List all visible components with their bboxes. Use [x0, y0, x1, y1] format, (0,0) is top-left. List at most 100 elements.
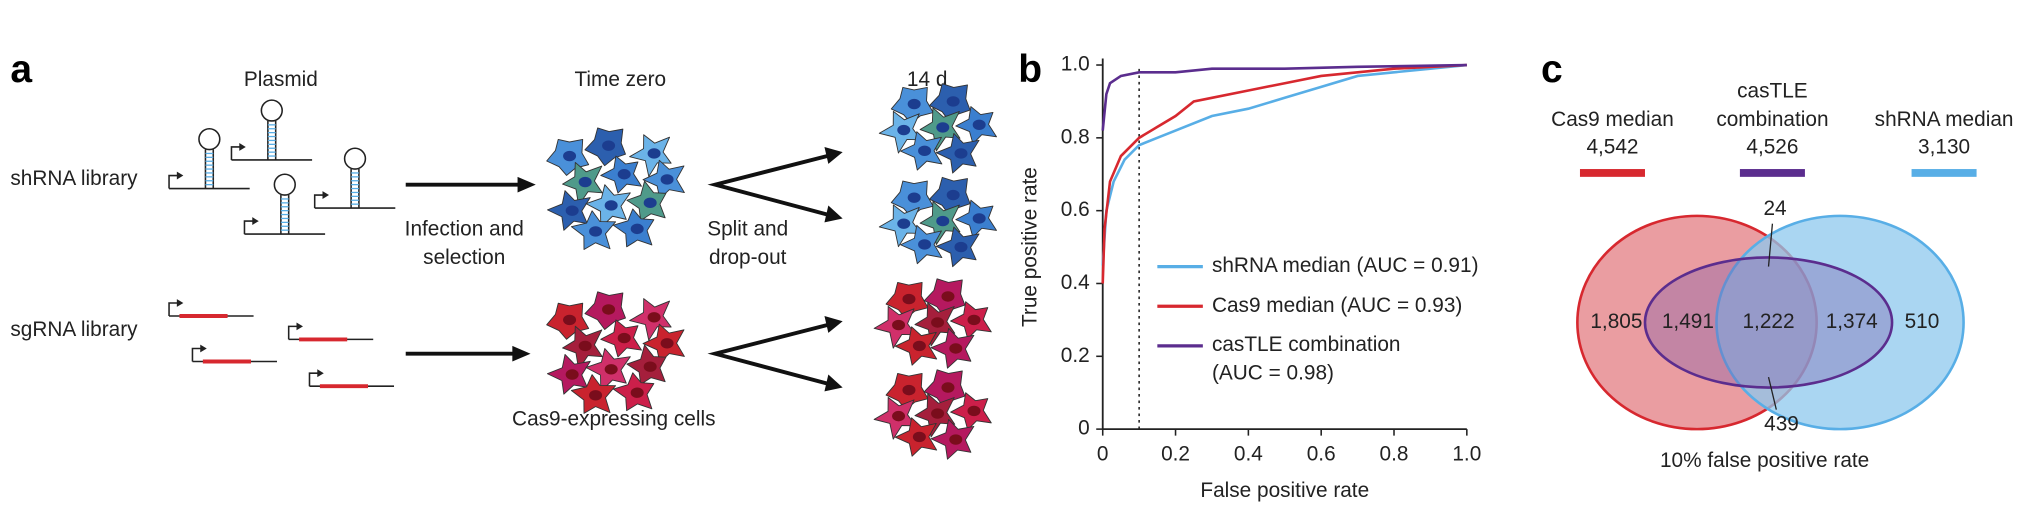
nucleus — [563, 314, 577, 326]
promoter-head — [239, 143, 246, 151]
set-swatch — [1739, 169, 1805, 177]
legend-label-box: shRNA median (AUC = 0.91) — [1211, 254, 1479, 277]
y-tick-label: 0 — [1078, 417, 1090, 440]
cells-label: Cas9-expressing cells — [512, 408, 715, 431]
nucleus — [918, 239, 932, 250]
x-tick-label: 0.6 — [1307, 443, 1336, 466]
column-label: Plasmid — [244, 68, 318, 91]
nucleus — [565, 369, 579, 380]
nucleus — [578, 340, 592, 352]
promoter — [168, 302, 180, 316]
nucleus — [578, 176, 592, 188]
set-ellipse — [1643, 256, 1894, 389]
panel-label: b — [1018, 48, 1042, 91]
column-label: Time zero — [574, 68, 666, 91]
nucleus — [602, 304, 616, 315]
legend-label-box: casTLE combination (AUC = 0.98) — [1211, 334, 1401, 385]
cells — [546, 83, 997, 460]
nucleus — [563, 150, 577, 162]
x-tick-label: 0.4 — [1234, 443, 1263, 466]
nucleus — [630, 223, 644, 235]
y-tick-label: 0.4 — [1061, 271, 1090, 294]
promoter-head — [252, 217, 259, 225]
nucleus — [967, 314, 981, 326]
nucleus — [589, 226, 603, 237]
panel-label: a — [10, 48, 32, 91]
x-tick-label: 0.8 — [1380, 443, 1409, 466]
promoter — [287, 325, 300, 340]
caption: 10% false positive rate — [1660, 449, 1869, 472]
arrows — [405, 146, 843, 392]
nucleus — [602, 140, 616, 151]
roc-curve — [1101, 63, 1467, 266]
promoter — [313, 194, 326, 209]
nucleus — [617, 169, 631, 180]
loop — [343, 147, 367, 170]
loop — [273, 173, 296, 196]
promoter — [243, 220, 255, 235]
region-count: 1,491 — [1662, 310, 1714, 333]
step-label: Infection and selection — [404, 218, 524, 270]
y-tick-label: 0.6 — [1061, 198, 1090, 221]
x-tick-label: 0.2 — [1161, 443, 1190, 466]
nucleus — [946, 189, 960, 201]
promoter — [168, 174, 180, 189]
nucleus — [936, 122, 950, 133]
nucleus — [931, 317, 945, 328]
step-label-box: Split and drop-out — [707, 218, 788, 269]
x-axis-label: False positive rate — [1200, 479, 1369, 502]
nucleus — [936, 215, 950, 227]
y-tick-label: 0.8 — [1061, 125, 1090, 148]
region-count: 510 — [1905, 310, 1940, 333]
nucleus — [647, 312, 661, 323]
set-name: casTLE combination — [1716, 80, 1829, 132]
nucleus — [949, 343, 963, 354]
callout-line — [1767, 376, 1777, 410]
nucleus — [643, 197, 657, 209]
x-tick-label: 1.0 — [1452, 443, 1481, 466]
nucleus — [902, 293, 916, 305]
y-tick-label: 0.2 — [1061, 344, 1090, 367]
nucleus — [954, 148, 968, 159]
nucleus — [907, 192, 921, 203]
nucleus — [967, 405, 981, 417]
nucleus — [604, 364, 618, 375]
promoter-head — [322, 191, 329, 199]
row-label: shRNA library — [10, 167, 138, 190]
set-name: Cas9 median — [1551, 109, 1674, 132]
set-swatch — [1911, 169, 1977, 177]
step-label-box: Infection and selection — [404, 218, 524, 270]
set-count: 4,526 — [1746, 136, 1798, 159]
nucleus — [643, 361, 657, 372]
loop — [260, 99, 283, 122]
set-name: shRNA median — [1874, 109, 2014, 132]
promoter-head — [200, 344, 207, 353]
legend-label-box: Cas9 median (AUC = 0.93) — [1212, 295, 1462, 317]
nucleus — [897, 124, 911, 136]
nucleus — [660, 338, 674, 349]
nucleus — [660, 174, 674, 185]
nucleus — [604, 200, 618, 211]
region-count: 1,805 — [1590, 310, 1642, 333]
y-axis-label: True positive rate — [1019, 167, 1042, 327]
roc-curve — [1101, 63, 1467, 131]
column-label: 14 d — [907, 68, 947, 91]
nucleus — [647, 148, 661, 159]
legend-label: shRNA median (AUC = 0.91) — [1211, 254, 1479, 277]
x-tick-label: 0 — [1097, 443, 1109, 466]
promoter-head — [317, 369, 324, 378]
promoter-head — [176, 171, 184, 180]
nucleus — [907, 98, 921, 110]
legend-label: casTLE combination (AUC = 0.98) — [1211, 334, 1401, 385]
nucleus — [972, 213, 986, 224]
nucleus — [892, 319, 906, 331]
region-count: 1,374 — [1826, 310, 1878, 333]
row-label: sgRNA library — [10, 318, 138, 341]
nucleus — [941, 291, 955, 302]
set-count: 4,542 — [1586, 136, 1638, 159]
nucleus — [565, 205, 579, 216]
region-count: 1,222 — [1742, 310, 1794, 333]
nucleus — [902, 384, 916, 396]
panel-label: c — [1541, 48, 1563, 91]
nucleus — [918, 145, 932, 157]
